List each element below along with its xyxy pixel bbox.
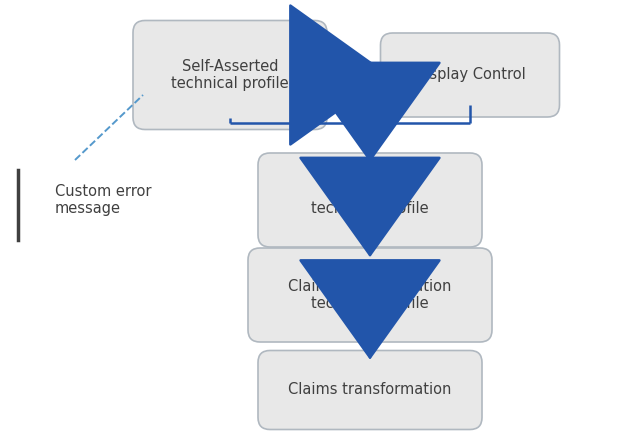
FancyBboxPatch shape	[248, 248, 492, 342]
Text: Claims transformation
technical profile: Claims transformation technical profile	[288, 279, 452, 311]
Text: Validation
technical profile: Validation technical profile	[311, 184, 429, 216]
Text: Display Control: Display Control	[414, 68, 526, 83]
Text: Self-Asserted
technical profile: Self-Asserted technical profile	[171, 59, 289, 91]
FancyBboxPatch shape	[258, 153, 482, 247]
FancyBboxPatch shape	[258, 351, 482, 430]
Text: Custom error
message: Custom error message	[55, 184, 152, 216]
FancyBboxPatch shape	[381, 33, 559, 117]
Text: Claims transformation: Claims transformation	[288, 382, 452, 397]
FancyBboxPatch shape	[133, 20, 327, 130]
